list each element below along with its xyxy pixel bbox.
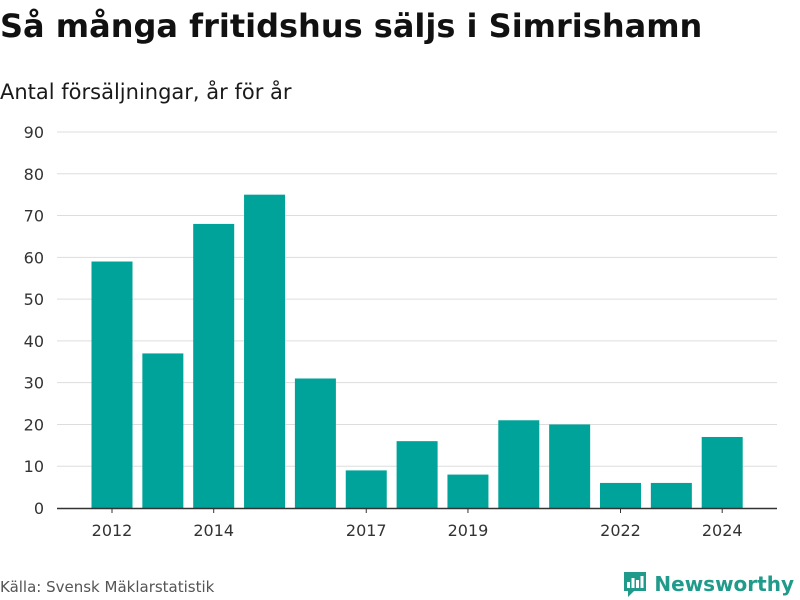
bar-2014 [193,223,235,508]
y-tick-label: 10 [24,457,44,476]
bar-2012 [91,261,133,508]
y-tick-label: 90 [24,123,44,142]
y-tick-label: 60 [24,248,44,267]
bar-2020 [498,420,540,508]
brand-name: Newsworthy [654,572,794,596]
x-tick-label: 2017 [346,521,387,540]
y-axis-tick-labels: 0 10 20 30 40 50 60 70 80 90 [24,123,44,518]
bar-2018 [396,441,438,508]
y-tick-label: 70 [24,207,44,226]
bars [91,194,743,508]
bar-2013 [142,353,184,508]
bar-2024 [701,436,743,508]
x-tick-label: 2019 [448,521,489,540]
bar-2016 [294,378,336,508]
brand: Newsworthy [622,570,794,598]
bar-2017 [345,470,387,508]
bar-2015 [244,194,286,508]
gridlines [57,131,777,467]
x-tick-label: 2012 [92,521,133,540]
y-tick-label: 20 [24,415,44,434]
y-tick-label: 0 [34,499,44,518]
bar-2021 [549,424,591,508]
chart-subtitle: Antal försäljningar, år för år [0,80,292,104]
x-tick-label: 2014 [193,521,234,540]
bar-chart-speech-bubble-icon [624,572,647,597]
y-tick-label: 30 [24,374,44,393]
bar-2023 [650,482,692,508]
x-tick-label: 2024 [702,521,743,540]
bar-2022 [600,482,641,508]
x-axis-tick-labels: 2012 2014 2017 2019 2022 2024 [92,508,743,540]
bar-2019 [447,474,489,508]
x-tick-label: 2022 [600,521,641,540]
y-tick-label: 80 [24,165,44,184]
chart-title: Så många fritidshus säljs i Simrishamn [0,7,703,45]
source-note: Källa: Svensk Mäklarstatistik [0,578,215,596]
y-tick-label: 50 [24,290,44,309]
y-tick-label: 40 [24,332,44,351]
